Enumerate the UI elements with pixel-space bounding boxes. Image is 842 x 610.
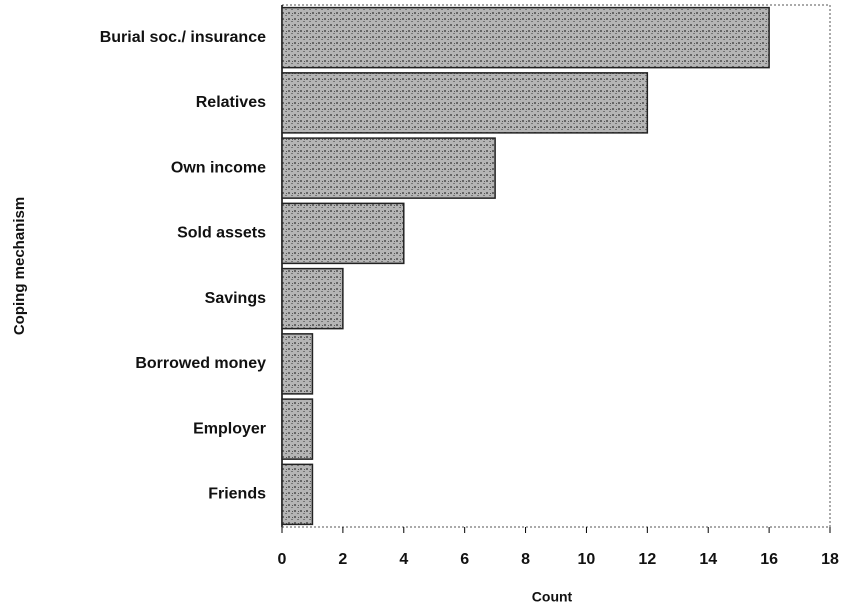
bar bbox=[281, 267, 344, 330]
bar bbox=[281, 72, 649, 134]
bar bbox=[281, 137, 496, 199]
x-tick-label: 0 bbox=[278, 551, 287, 568]
x-tick-label: 10 bbox=[578, 551, 596, 568]
bar bbox=[281, 202, 405, 265]
x-axis-label: Count bbox=[532, 589, 573, 605]
y-tick-label: Employer bbox=[193, 420, 266, 437]
bar bbox=[281, 6, 770, 69]
y-tick-label: Sold assets bbox=[177, 225, 266, 242]
x-tick-label: 2 bbox=[338, 551, 347, 568]
y-tick-label: Burial soc./ insurance bbox=[100, 29, 266, 46]
y-tick-label: Own income bbox=[171, 159, 266, 176]
bar bbox=[281, 463, 314, 526]
y-tick-label: Savings bbox=[205, 290, 266, 307]
bar bbox=[281, 398, 314, 460]
y-tick-label: Relatives bbox=[196, 94, 266, 111]
y-tick-label: Friends bbox=[208, 486, 266, 503]
x-tick-label: 6 bbox=[460, 551, 469, 568]
x-tick-label: 14 bbox=[699, 551, 717, 568]
x-tick-label: 4 bbox=[399, 551, 408, 568]
x-tick-label: 16 bbox=[760, 551, 778, 568]
x-tick-label: 12 bbox=[638, 551, 656, 568]
x-tick-label: 18 bbox=[821, 551, 839, 568]
bar bbox=[281, 333, 314, 395]
y-tick-label: Borrowed money bbox=[135, 355, 266, 372]
y-axis-label: Coping mechanism bbox=[11, 197, 28, 335]
x-tick-label: 8 bbox=[521, 551, 530, 568]
